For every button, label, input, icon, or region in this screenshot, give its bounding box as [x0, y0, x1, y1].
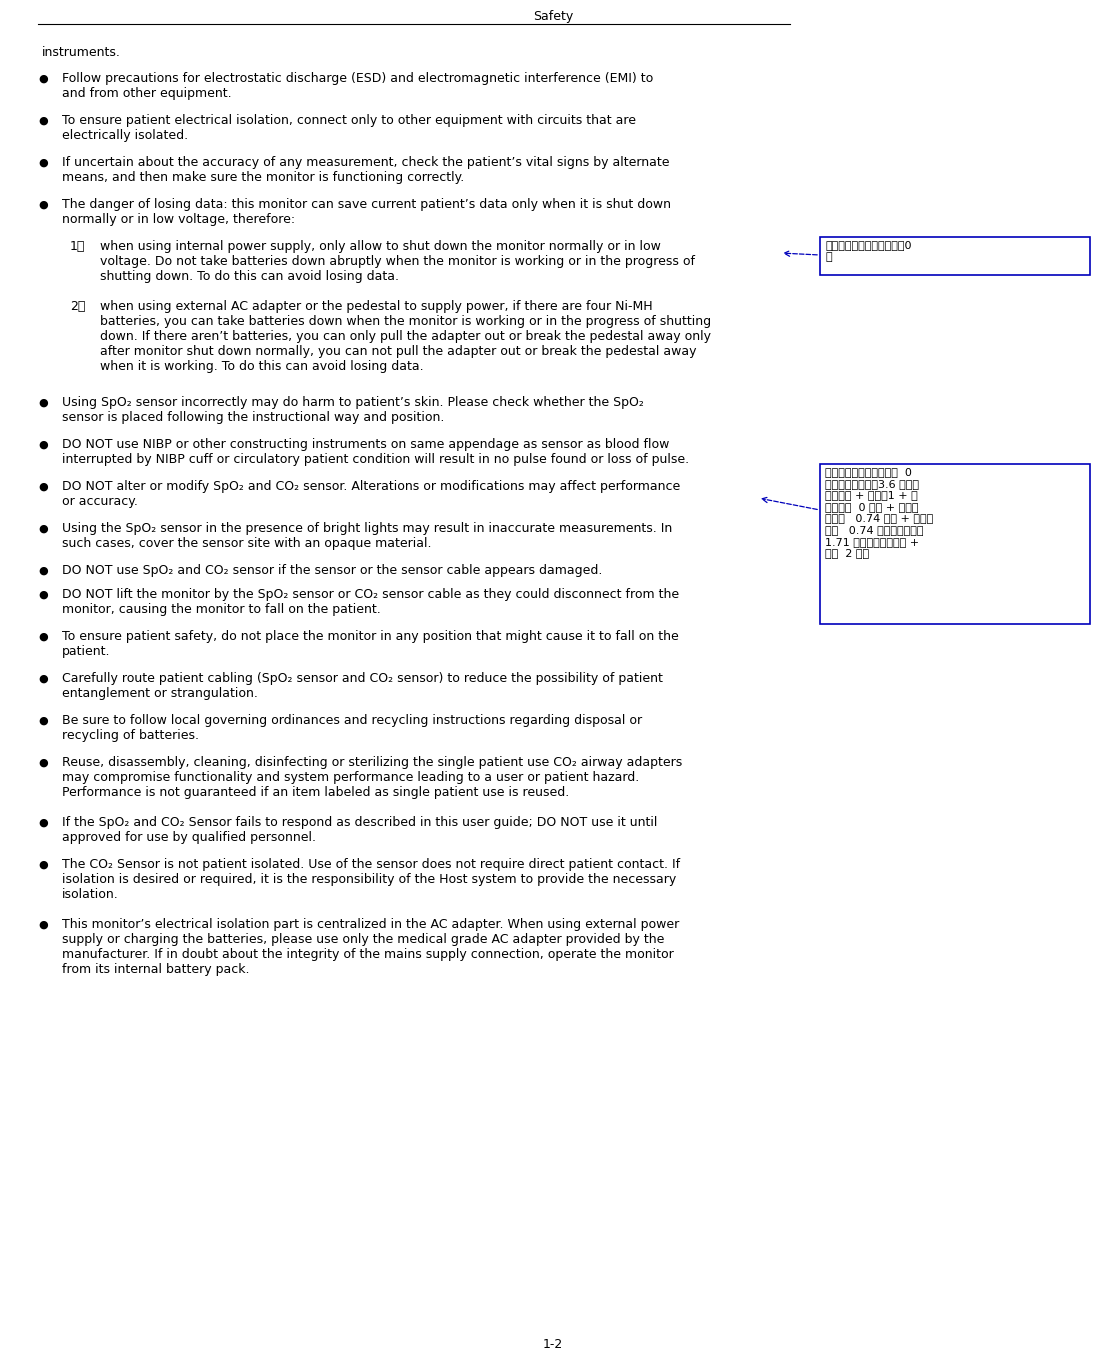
Text: ●: ●	[38, 525, 48, 534]
Text: ●: ●	[38, 199, 48, 210]
Text: ●: ●	[38, 818, 48, 828]
Text: DO NOT lift the monitor by the SpO₂ sensor or CO₂ sensor cable as they could dis: DO NOT lift the monitor by the SpO₂ sens…	[62, 587, 679, 616]
Text: 2）: 2）	[70, 301, 85, 313]
Text: ●: ●	[38, 632, 48, 642]
Text: Using SpO₂ sensor incorrectly may do harm to patient’s skin. Please check whethe: Using SpO₂ sensor incorrectly may do har…	[62, 396, 644, 423]
Text: 1-2: 1-2	[543, 1339, 563, 1351]
Text: If uncertain about the accuracy of any measurement, check the patient’s vital si: If uncertain about the accuracy of any m…	[62, 156, 669, 184]
Text: ●: ●	[38, 440, 48, 449]
Text: ●: ●	[38, 758, 48, 768]
Text: Be sure to follow local governing ordinances and recycling instructions regardin: Be sure to follow local governing ordina…	[62, 714, 643, 742]
Text: The CO₂ Sensor is not patient isolated. Use of the sensor does not require direc: The CO₂ Sensor is not patient isolated. …	[62, 858, 680, 902]
Text: 1）: 1）	[70, 240, 85, 253]
Text: ●: ●	[38, 919, 48, 930]
Text: ●: ●	[38, 116, 48, 126]
Text: ●: ●	[38, 482, 48, 492]
Text: DO NOT use SpO₂ and CO₂ sensor if the sensor or the sensor cable appears damaged: DO NOT use SpO₂ and CO₂ sensor if the se…	[62, 564, 603, 576]
Text: Carefully route patient cabling (SpO₂ sensor and CO₂ sensor) to reduce the possi: Carefully route patient cabling (SpO₂ se…	[62, 672, 662, 699]
Text: when using internal power supply, only allow to shut down the monitor normally o: when using internal power supply, only a…	[100, 240, 695, 283]
Text: If the SpO₂ and CO₂ Sensor fails to respond as described in this user guide; DO : If the SpO₂ and CO₂ Sensor fails to resp…	[62, 816, 657, 844]
Text: instruments.: instruments.	[42, 46, 121, 59]
Text: DO NOT use NIBP or other constructing instruments on same appendage as sensor as: DO NOT use NIBP or other constructing in…	[62, 438, 689, 466]
Text: ●: ●	[38, 566, 48, 576]
Text: Follow precautions for electrostatic discharge (ESD) and electromagnetic interfe: Follow precautions for electrostatic dis…	[62, 72, 654, 100]
Text: This monitor’s electrical isolation part is centralized in the AC adapter. When : This monitor’s electrical isolation part…	[62, 918, 679, 975]
Text: To ensure patient electrical isolation, connect only to other equipment with cir: To ensure patient electrical isolation, …	[62, 113, 636, 142]
Text: 带格式的：缩进：左侧：  0
厘米，悬挂缩进：3.6 字符，
项目符号 + 级别：1 + 对
齐位置：  0 厘米 + 制表符
后于：   0.74 厘米 + : 带格式的：缩进：左侧： 0 厘米，悬挂缩进：3.6 字符， 项目符号 + 级别：…	[825, 467, 933, 559]
Text: To ensure patient safety, do not place the monitor in any position that might ca: To ensure patient safety, do not place t…	[62, 630, 679, 658]
Text: ●: ●	[38, 398, 48, 408]
Text: ●: ●	[38, 74, 48, 83]
Bar	[820, 464, 1091, 624]
Text: Reuse, disassembly, cleaning, disinfecting or sterilizing the single patient use: Reuse, disassembly, cleaning, disinfecti…	[62, 755, 682, 799]
Text: ●: ●	[38, 673, 48, 684]
Text: 带格式的：段落间距段前：0
磅: 带格式的：段落间距段前：0 磅	[825, 240, 911, 262]
Bar	[820, 236, 1091, 275]
Text: ●: ●	[38, 861, 48, 870]
Text: Safety: Safety	[533, 10, 573, 23]
Text: Using the SpO₂ sensor in the presence of bright lights may result in inaccurate : Using the SpO₂ sensor in the presence of…	[62, 522, 672, 550]
Text: ●: ●	[38, 158, 48, 168]
Text: ●: ●	[38, 716, 48, 725]
Text: The danger of losing data: this monitor can save current patient’s data only whe: The danger of losing data: this monitor …	[62, 198, 671, 225]
Text: ●: ●	[38, 590, 48, 600]
Text: DO NOT alter or modify SpO₂ and CO₂ sensor. Alterations or modifications may aff: DO NOT alter or modify SpO₂ and CO₂ sens…	[62, 479, 680, 508]
Text: when using external AC adapter or the pedestal to supply power, if there are fou: when using external AC adapter or the pe…	[100, 301, 711, 373]
